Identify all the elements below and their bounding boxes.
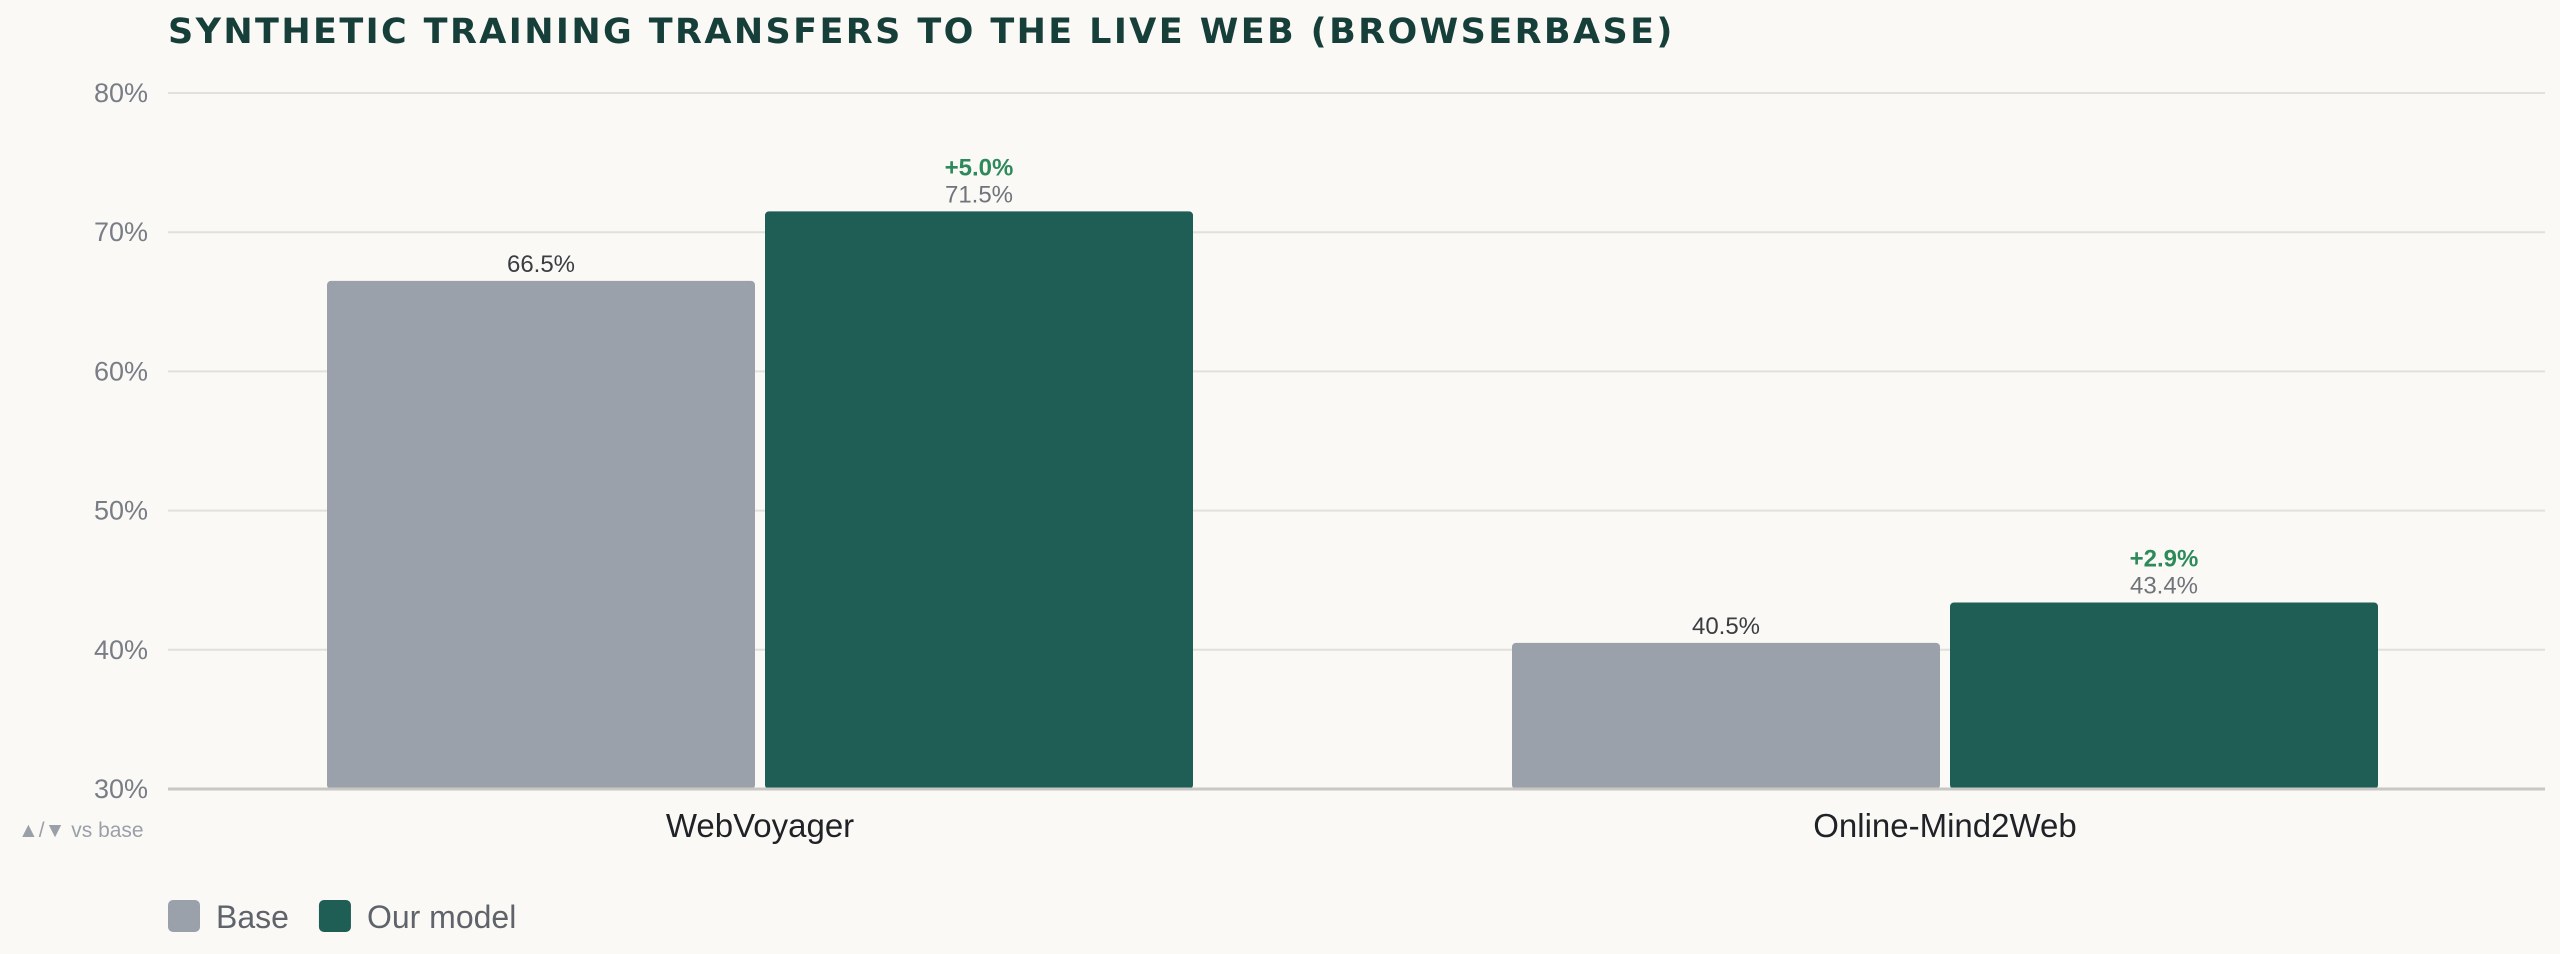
value-label: 40.5%	[1692, 613, 1760, 640]
x-tick-label: WebVoyager	[666, 807, 854, 844]
y-tick-label: 70%	[94, 217, 148, 247]
bar-0-1	[1512, 642, 1940, 789]
value-label: 66.5%	[507, 251, 575, 278]
bar-0-0	[327, 280, 755, 789]
y-tick-label: 50%	[94, 496, 148, 526]
legend-label-0: Base	[216, 899, 289, 935]
axes: 30% 40% 50% 60% 70% 80% WebVoyager Online-Mind2…	[18, 78, 2545, 844]
y-tick-label: 30%	[94, 774, 148, 804]
delta-label: +2.9%	[2130, 545, 2199, 572]
bar-1-0	[765, 211, 1193, 789]
legend-swatch-0	[168, 900, 200, 932]
value-labels: 66.5% 71.5%+5.0% 40.5% 43.4%+2.9%	[507, 154, 2198, 640]
legend: Base Our model	[168, 899, 516, 935]
value-label: 71.5%	[945, 181, 1013, 208]
x-tick-label: Online-Mind2Web	[1813, 807, 2077, 844]
bar-1-1	[1950, 602, 2378, 789]
legend-label-1: Our model	[367, 899, 516, 935]
bars	[327, 211, 2378, 789]
y-tick-label: 80%	[94, 78, 148, 108]
value-label: 43.4%	[2130, 572, 2198, 599]
footnote: ▲/▼ vs base	[18, 819, 144, 842]
delta-label: +5.0%	[945, 154, 1014, 181]
legend-swatch-1	[318, 900, 351, 932]
y-tick-label: 60%	[94, 356, 148, 386]
y-tick-label: 40%	[94, 635, 148, 665]
chart-title: SYNTHETIC TRAINING TRANSFERS TO THE LIVE…	[168, 12, 1675, 52]
